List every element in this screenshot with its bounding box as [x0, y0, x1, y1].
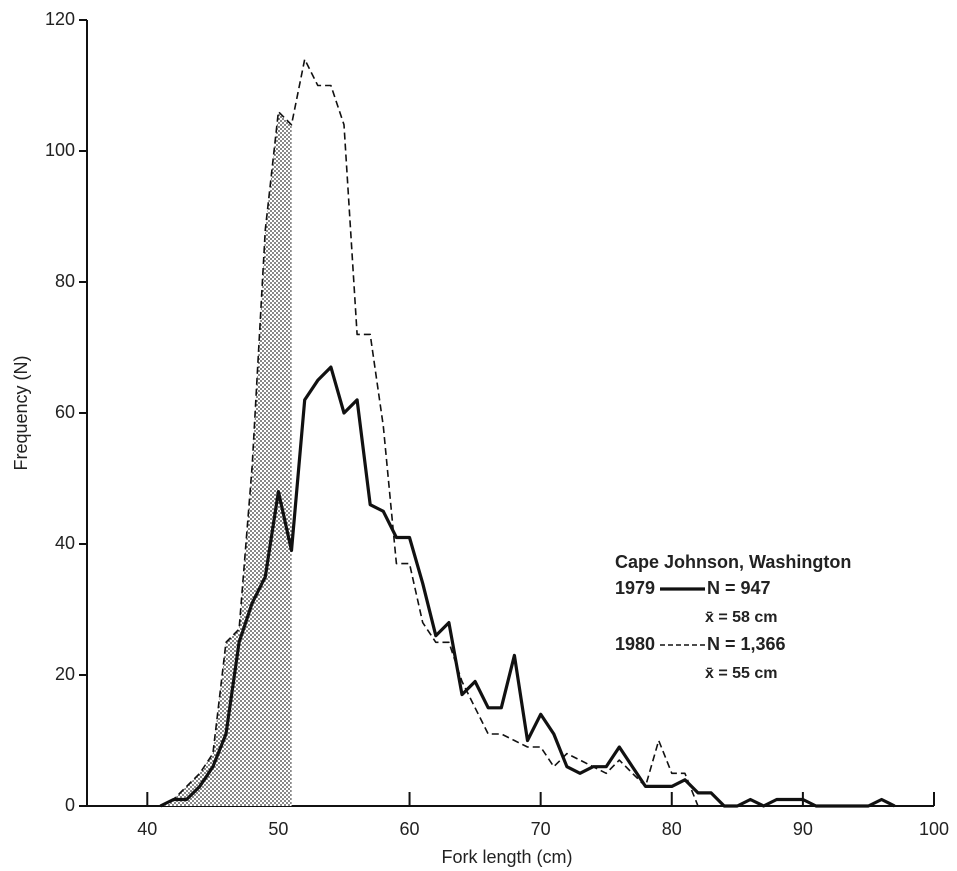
y-tick-label: 0 [65, 795, 75, 815]
y-tick-label: 60 [55, 402, 75, 422]
y-tick-label: 120 [45, 9, 75, 29]
series-line [160, 58, 699, 807]
legend-title: Cape Johnson, Washington [615, 552, 851, 572]
x-tick-label: 60 [400, 819, 420, 839]
y-tick-label: 80 [55, 271, 75, 291]
x-tick-label: 40 [137, 819, 157, 839]
x-tick-label: 100 [919, 819, 949, 839]
y-tick-label: 40 [55, 533, 75, 553]
legend-mean: x̄ = 55 cm [705, 665, 778, 682]
x-tick-label: 70 [531, 819, 551, 839]
x-tick-label: 80 [662, 819, 682, 839]
x-tick-label: 90 [793, 819, 813, 839]
y-axis-label: Frequency (N) [11, 355, 31, 470]
legend-n: N = 1,366 [707, 634, 786, 654]
legend-year: 1979 [615, 578, 655, 598]
x-axis-label: Fork length (cm) [441, 847, 572, 867]
legend-mean: x̄ = 58 cm [705, 609, 778, 626]
shaded-area [160, 111, 292, 806]
legend-n: N = 947 [707, 578, 771, 598]
y-tick-label: 100 [45, 140, 75, 160]
x-tick-label: 50 [268, 819, 288, 839]
legend-year: 1980 [615, 634, 655, 654]
series-line [159, 365, 896, 808]
y-tick-label: 20 [55, 664, 75, 684]
